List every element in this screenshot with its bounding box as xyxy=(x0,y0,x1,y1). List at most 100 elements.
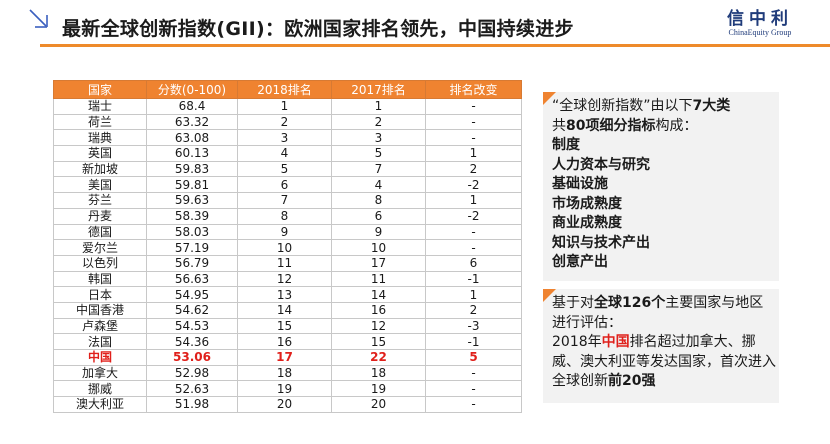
cell-score: 52.98 xyxy=(146,364,238,382)
cell-rank-2017: 1 xyxy=(331,98,426,115)
cell-rank-change: -2 xyxy=(425,207,522,225)
cell-rank-2018: 11 xyxy=(237,254,332,272)
cell-rank-change: 1 xyxy=(425,286,522,303)
cell-country: 新加坡 xyxy=(53,160,147,178)
cell-rank-change: -2 xyxy=(425,176,522,194)
cell-score: 52.63 xyxy=(146,380,238,398)
list-item: 创意产出 xyxy=(552,254,608,270)
table-row: 德国 58.03 9 9- xyxy=(53,223,522,241)
category-list: 制度 人力资本与研究 基础设施 市场成熟度 商业成熟度 知识与技术产出 创意产出 xyxy=(552,136,776,273)
cell-country: 挪威 xyxy=(53,380,147,398)
cell-score: 54.36 xyxy=(146,333,238,350)
cell-rank-2018: 13 xyxy=(237,286,332,303)
index-description-box: “全球创新指数”由以下7大类 共80项细分指标构成： 制度 人力资本与研究 基础设… xyxy=(543,92,779,281)
cell-rank-2017: 5 xyxy=(331,145,426,162)
cell-country: 瑞典 xyxy=(53,129,147,147)
indicator-count: 80项细分指标 xyxy=(566,117,656,134)
list-item: 基础设施 xyxy=(552,176,608,192)
cell-rank-2017: 22 xyxy=(331,349,426,366)
column-header-score: 分数(0-100) xyxy=(146,80,238,99)
cell-rank-change: 2 xyxy=(425,301,522,319)
cell-rank-2018: 14 xyxy=(237,301,332,319)
cell-country: 卢森堡 xyxy=(53,317,147,335)
cell-rank-change: 6 xyxy=(425,254,522,272)
cell-rank-2018: 17 xyxy=(237,349,332,366)
list-item: 市场成熟度 xyxy=(552,195,622,212)
cell-rank-2017: 9 xyxy=(331,223,426,241)
cell-rank-2018: 20 xyxy=(237,396,332,413)
cell-country: 日本 xyxy=(53,286,147,303)
cell-score: 68.4 xyxy=(146,98,238,115)
cell-score: 58.39 xyxy=(146,207,238,225)
list-item: 制度 xyxy=(552,137,580,153)
cell-country: 爱尔兰 xyxy=(53,239,147,256)
cell-country: 丹麦 xyxy=(53,207,147,225)
cell-country: 德国 xyxy=(53,223,147,241)
cell-country: 澳大利亚 xyxy=(53,396,147,413)
cell-rank-change: - xyxy=(425,364,522,382)
table-row: 以色列 56.79 11 17 6 xyxy=(53,254,522,272)
cell-score: 51.98 xyxy=(146,396,238,413)
table-row: 韩国 56.63 12 11 -1 xyxy=(53,270,522,288)
cell-score: 63.08 xyxy=(146,129,238,147)
cell-rank-2017: 20 xyxy=(331,396,426,413)
china-progress-text: 基于对全球126个主要国家与地区进行评估： 2018年中国排名超过加拿大、挪威、澳… xyxy=(552,294,776,392)
cell-rank-2018: 9 xyxy=(237,223,332,241)
slide-header: 最新全球创新指数(GII)：欧洲国家排名领先，中国持续进步 信中利 ChinaE… xyxy=(0,0,830,52)
cell-rank-2018: 5 xyxy=(237,160,332,178)
cell-country: 法国 xyxy=(53,333,147,350)
cell-rank-2017: 18 xyxy=(331,364,426,382)
cell-score: 54.53 xyxy=(146,317,238,335)
cell-country: 芬兰 xyxy=(53,192,147,209)
cell-rank-2018: 16 xyxy=(237,333,332,350)
cell-rank-2017: 4 xyxy=(331,176,426,194)
cell-rank-2017: 11 xyxy=(331,270,426,288)
cell-country: 加拿大 xyxy=(53,364,147,382)
cell-rank-2017: 14 xyxy=(331,286,426,303)
table-row: 挪威 52.63 19 19- xyxy=(53,380,522,398)
list-item: 知识与技术产出 xyxy=(552,234,650,251)
cell-country: 英国 xyxy=(53,145,147,162)
cell-country: 韩国 xyxy=(53,270,147,288)
cell-score: 59.81 xyxy=(146,176,238,194)
cell-rank-change: 2 xyxy=(425,160,522,178)
progress-text-1: 基于对 xyxy=(552,295,594,311)
cell-score: 59.83 xyxy=(146,160,238,178)
column-header-country: 国家 xyxy=(53,80,147,99)
column-header-rank-2018: 2018排名 xyxy=(237,80,332,99)
list-item: 人力资本与研究 xyxy=(552,156,650,173)
cell-country: 荷兰 xyxy=(53,113,147,131)
column-header-rank-change: 排名改变 xyxy=(425,80,522,99)
table-row: 中国 53.06 17 22 5 xyxy=(53,349,522,366)
logo-chinese-text: 信中利 xyxy=(727,9,793,29)
table-row: 卢森堡 54.53 15 12 -3 xyxy=(53,317,522,335)
column-header-rank-2017: 2017排名 xyxy=(331,80,426,99)
intro-suffix: 构成： xyxy=(655,117,698,134)
cell-rank-change: - xyxy=(425,380,522,398)
list-item: 商业成熟度 xyxy=(552,215,622,231)
cell-score: 56.63 xyxy=(146,270,238,288)
cell-score: 63.32 xyxy=(146,113,238,131)
cell-rank-2017: 16 xyxy=(331,301,426,319)
cell-rank-change: - xyxy=(425,396,522,413)
china-progress-box: 基于对全球126个主要国家与地区进行评估： 2018年中国排名超过加拿大、挪威、澳… xyxy=(543,289,779,403)
table-row: 英国 60.13 4 5 1 xyxy=(53,145,522,162)
table-row: 澳大利亚 51.98 20 20- xyxy=(53,396,522,413)
cell-rank-change: 1 xyxy=(425,145,522,162)
slide-title: 最新全球创新指数(GII)：欧洲国家排名领先，中国持续进步 xyxy=(62,18,574,40)
cell-score: 56.79 xyxy=(146,254,238,272)
table-row: 爱尔兰 57.19 10 10- xyxy=(53,239,522,256)
cell-rank-2018: 1 xyxy=(237,98,332,115)
intro-text: “全球创新指数”由以下 xyxy=(552,98,693,114)
cell-score: 57.19 xyxy=(146,239,238,256)
gii-ranking-table: 国家 分数(0-100) 2018排名 2017排名 排名改变 瑞士 68.4 1 1… xyxy=(53,80,522,413)
cell-rank-2017: 3 xyxy=(331,129,426,147)
cell-score: 59.63 xyxy=(146,192,238,209)
cell-rank-2018: 18 xyxy=(237,364,332,382)
cell-rank-2017: 6 xyxy=(331,207,426,225)
country-count: 全球126个 xyxy=(594,295,666,311)
top-20-highlight: 前20强 xyxy=(608,373,656,389)
cell-rank-2017: 12 xyxy=(331,317,426,335)
cell-rank-change: -3 xyxy=(425,317,522,335)
cell-rank-2017: 8 xyxy=(331,192,426,209)
